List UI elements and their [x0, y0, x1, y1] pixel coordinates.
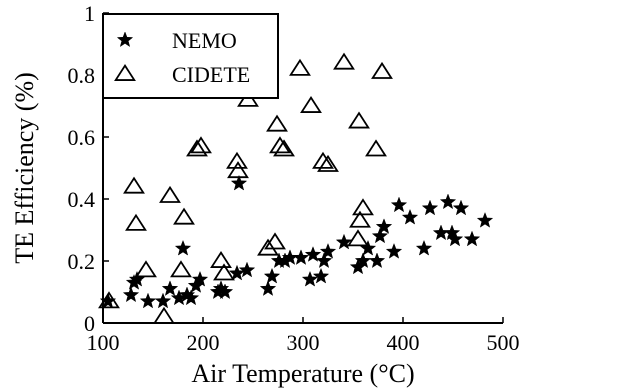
cidete-point	[213, 263, 235, 281]
cidete-point	[186, 139, 208, 157]
series-nemo	[99, 174, 494, 309]
y-tick-label: 0.6	[68, 125, 96, 150]
nemo-point	[304, 246, 322, 262]
cidete-point	[333, 52, 355, 70]
cidete-point	[349, 210, 371, 228]
cidete-point	[226, 151, 248, 169]
nemo-point	[415, 239, 433, 256]
cidete-point	[352, 198, 374, 216]
x-tick-label: 500	[487, 330, 520, 355]
nemo-point	[319, 242, 337, 259]
nemo-point	[315, 252, 333, 269]
nemo-point	[463, 230, 481, 247]
nemo-point	[139, 292, 157, 309]
cidete-point	[347, 229, 369, 247]
nemo-point	[439, 193, 457, 210]
series-cidete	[98, 52, 393, 324]
nemo-point	[354, 252, 372, 269]
cidete-point	[173, 207, 195, 225]
cidete-point	[300, 95, 322, 113]
cidete-point	[123, 176, 145, 194]
nemo-point	[216, 283, 234, 300]
nemo-point	[452, 199, 470, 216]
legend-marker-cidete	[114, 63, 136, 81]
nemo-point	[421, 199, 439, 216]
cidete-point	[289, 58, 311, 76]
nemo-point	[401, 208, 419, 225]
cidete-point	[264, 232, 286, 250]
cidete-point	[371, 61, 393, 79]
cidete-point	[98, 291, 120, 309]
legend-label-nemo: NEMO	[172, 28, 237, 53]
cidete-point	[210, 250, 232, 268]
x-tick-label: 200	[187, 330, 220, 355]
cidete-point	[312, 151, 334, 169]
nemo-point	[174, 239, 192, 256]
legend-label-cidete: CIDETE	[172, 62, 250, 87]
nemo-point	[375, 218, 393, 234]
x-tick-label: 300	[287, 330, 320, 355]
y-tick-label: 0.2	[68, 249, 96, 274]
cidete-point	[348, 111, 370, 129]
data-points	[98, 52, 494, 324]
cidete-point	[227, 161, 249, 179]
y-tick-label: 0	[84, 311, 95, 336]
nemo-point	[301, 270, 319, 287]
cidete-point	[365, 139, 387, 157]
nemo-point	[230, 174, 248, 191]
nemo-point	[182, 289, 200, 306]
nemo-point	[154, 292, 172, 309]
cidete-point	[269, 136, 291, 154]
nemo-point	[161, 280, 179, 296]
nemo-point	[292, 249, 310, 265]
nemo-point	[191, 270, 209, 287]
nemo-point	[371, 227, 389, 244]
y-tick-label: 0.4	[68, 187, 96, 212]
cidete-point	[190, 136, 212, 154]
nemo-point	[390, 196, 408, 213]
cidete-point	[257, 238, 279, 256]
x-axis-title: Air Temperature (°C)	[191, 359, 414, 388]
y-axis-title: TE Efficiency (%)	[10, 72, 39, 264]
nemo-point	[446, 230, 464, 247]
x-tick-label: 100	[87, 330, 120, 355]
nemo-point	[259, 280, 277, 296]
nemo-point	[122, 286, 140, 303]
nemo-point	[476, 211, 494, 228]
legend: NEMO CIDETE	[102, 13, 279, 99]
cidete-point	[125, 213, 147, 231]
nemo-point	[335, 233, 353, 250]
cidete-point	[170, 260, 192, 278]
legend-box	[102, 13, 279, 99]
cidete-point	[153, 306, 175, 324]
x-tick-label: 400	[387, 330, 420, 355]
cidete-point	[317, 154, 339, 172]
nemo-point	[238, 261, 256, 278]
y-tick-label: 1	[84, 1, 95, 26]
cidete-point	[159, 185, 181, 203]
cidete-point	[135, 260, 157, 278]
nemo-point	[368, 252, 386, 269]
nemo-point	[263, 267, 281, 284]
nemo-point	[359, 239, 377, 256]
ticks: 100 200 300 400 500 0 0.2 0.4 0.6 0.8 1	[68, 1, 520, 355]
y-tick-label: 0.8	[68, 63, 96, 88]
legend-marker-nemo	[116, 31, 134, 48]
cidete-point	[266, 114, 288, 132]
nemo-point	[312, 267, 330, 284]
nemo-point	[385, 242, 403, 259]
cidete-point	[273, 139, 295, 157]
